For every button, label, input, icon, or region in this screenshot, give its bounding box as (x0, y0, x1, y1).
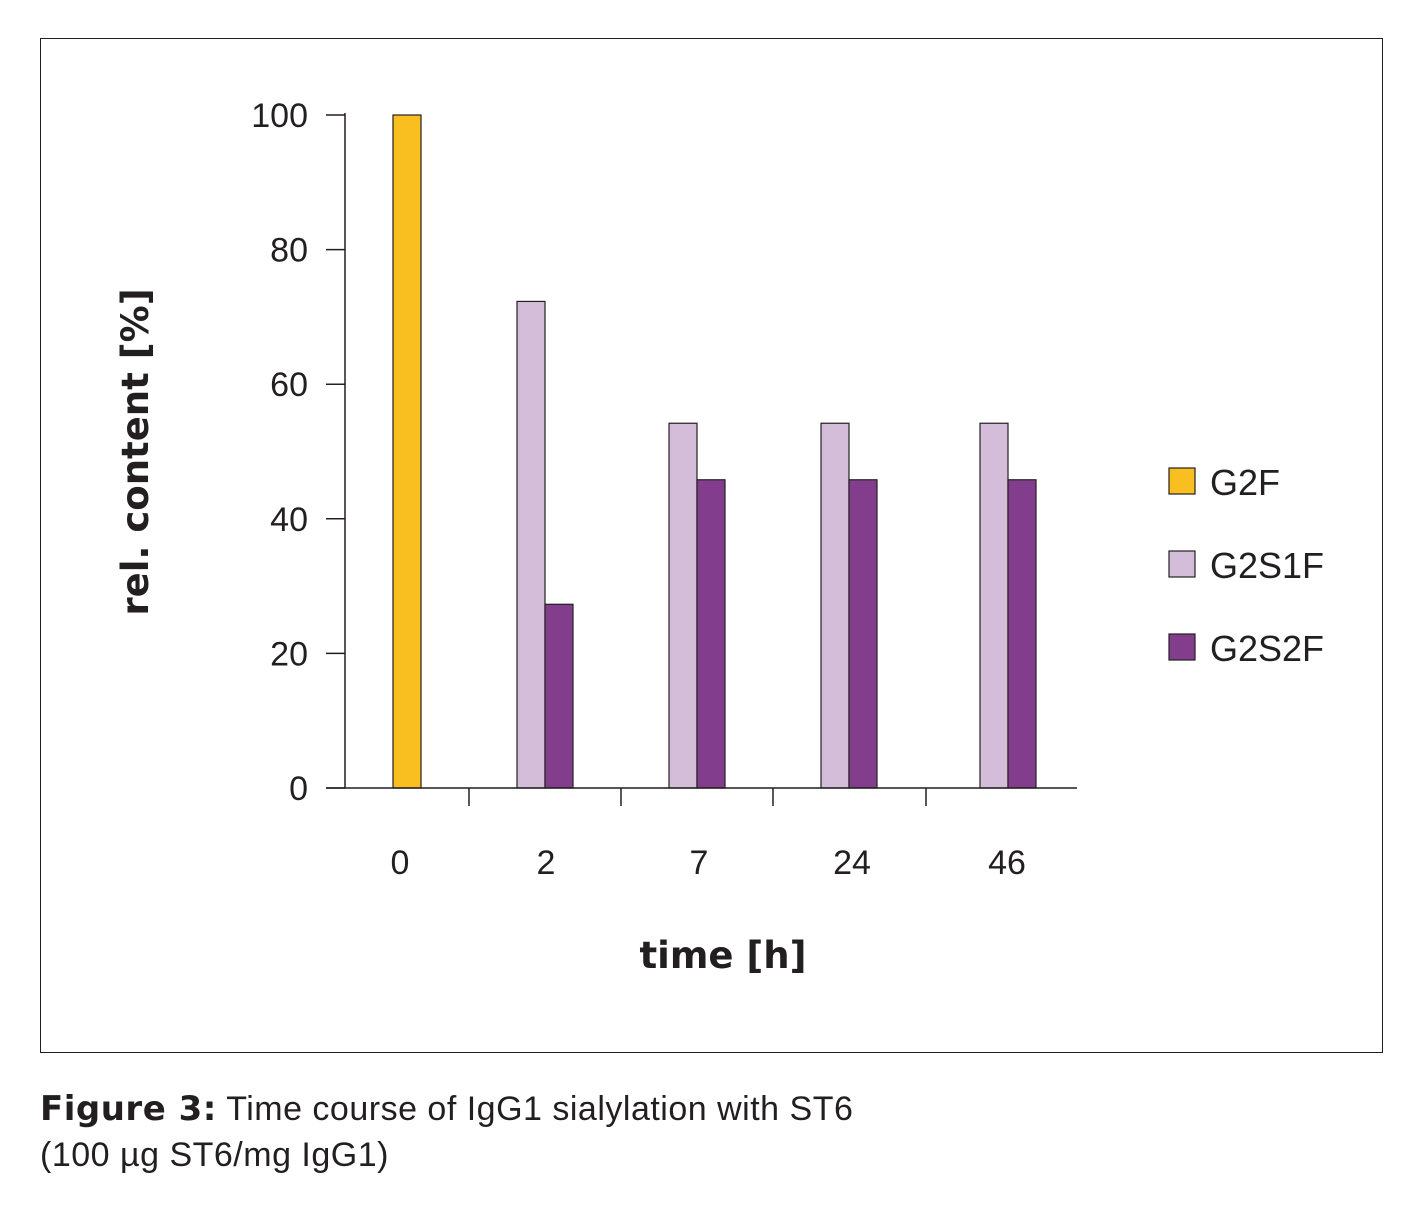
figure-caption: Figure 3: Time course of IgG1 sialylatio… (40, 1086, 1340, 1178)
bar-g2s1f-t2 (516, 300, 546, 789)
bar-g2s2f-t46 (1007, 479, 1037, 789)
legend-label-g2s1f: G2S1F (1210, 545, 1324, 586)
y-tick-label: 0 (289, 770, 308, 808)
y-tick-label: 40 (270, 501, 308, 539)
bar-chart: 0 20 40 60 80 100 0 2 7 24 46 time [h] rel. conten… (114, 97, 1324, 977)
x-axis-title: time [h] (639, 934, 806, 977)
legend-swatch-g2f (1168, 467, 1196, 495)
bar-g2s2f-t7 (696, 479, 726, 789)
figure-frame (40, 38, 1383, 1053)
legend-swatch-g2s2f (1168, 633, 1196, 661)
y-tick-label: 20 (270, 635, 308, 673)
bar-g2s1f-t46 (979, 422, 1009, 789)
bar-g2s2f-t24 (848, 479, 878, 789)
caption-text: Time course of IgG1 sialylation with ST6 (226, 1090, 854, 1128)
y-tick-label: 80 (270, 232, 308, 270)
y-tick-label: 100 (251, 97, 308, 135)
x-tick-label: 46 (988, 844, 1026, 882)
x-tick-label: 24 (833, 844, 871, 882)
bar-g2s1f-t7 (668, 422, 698, 789)
legend-swatch-g2s1f (1168, 550, 1196, 578)
legend: G2F G2S1F G2S2F (1168, 462, 1324, 669)
x-tick-label: 0 (391, 844, 410, 882)
bar-g2f-t0 (392, 114, 422, 789)
bar-g2s1f-t24 (820, 422, 850, 789)
caption-label: Figure 3: (40, 1089, 217, 1129)
caption-line-1: Figure 3: Time course of IgG1 sialylatio… (40, 1086, 1340, 1132)
y-axis-title: rel. content [%] (114, 288, 157, 615)
x-tick-label: 2 (537, 844, 556, 882)
legend-label-g2f: G2F (1210, 462, 1280, 503)
legend-label-g2s2f: G2S2F (1210, 628, 1324, 669)
x-tick-label: 7 (690, 844, 709, 882)
bar-g2s2f-t2 (544, 603, 574, 789)
caption-line-2: (100 µg ST6/mg IgG1) (40, 1136, 389, 1174)
y-tick-label: 60 (270, 366, 308, 404)
